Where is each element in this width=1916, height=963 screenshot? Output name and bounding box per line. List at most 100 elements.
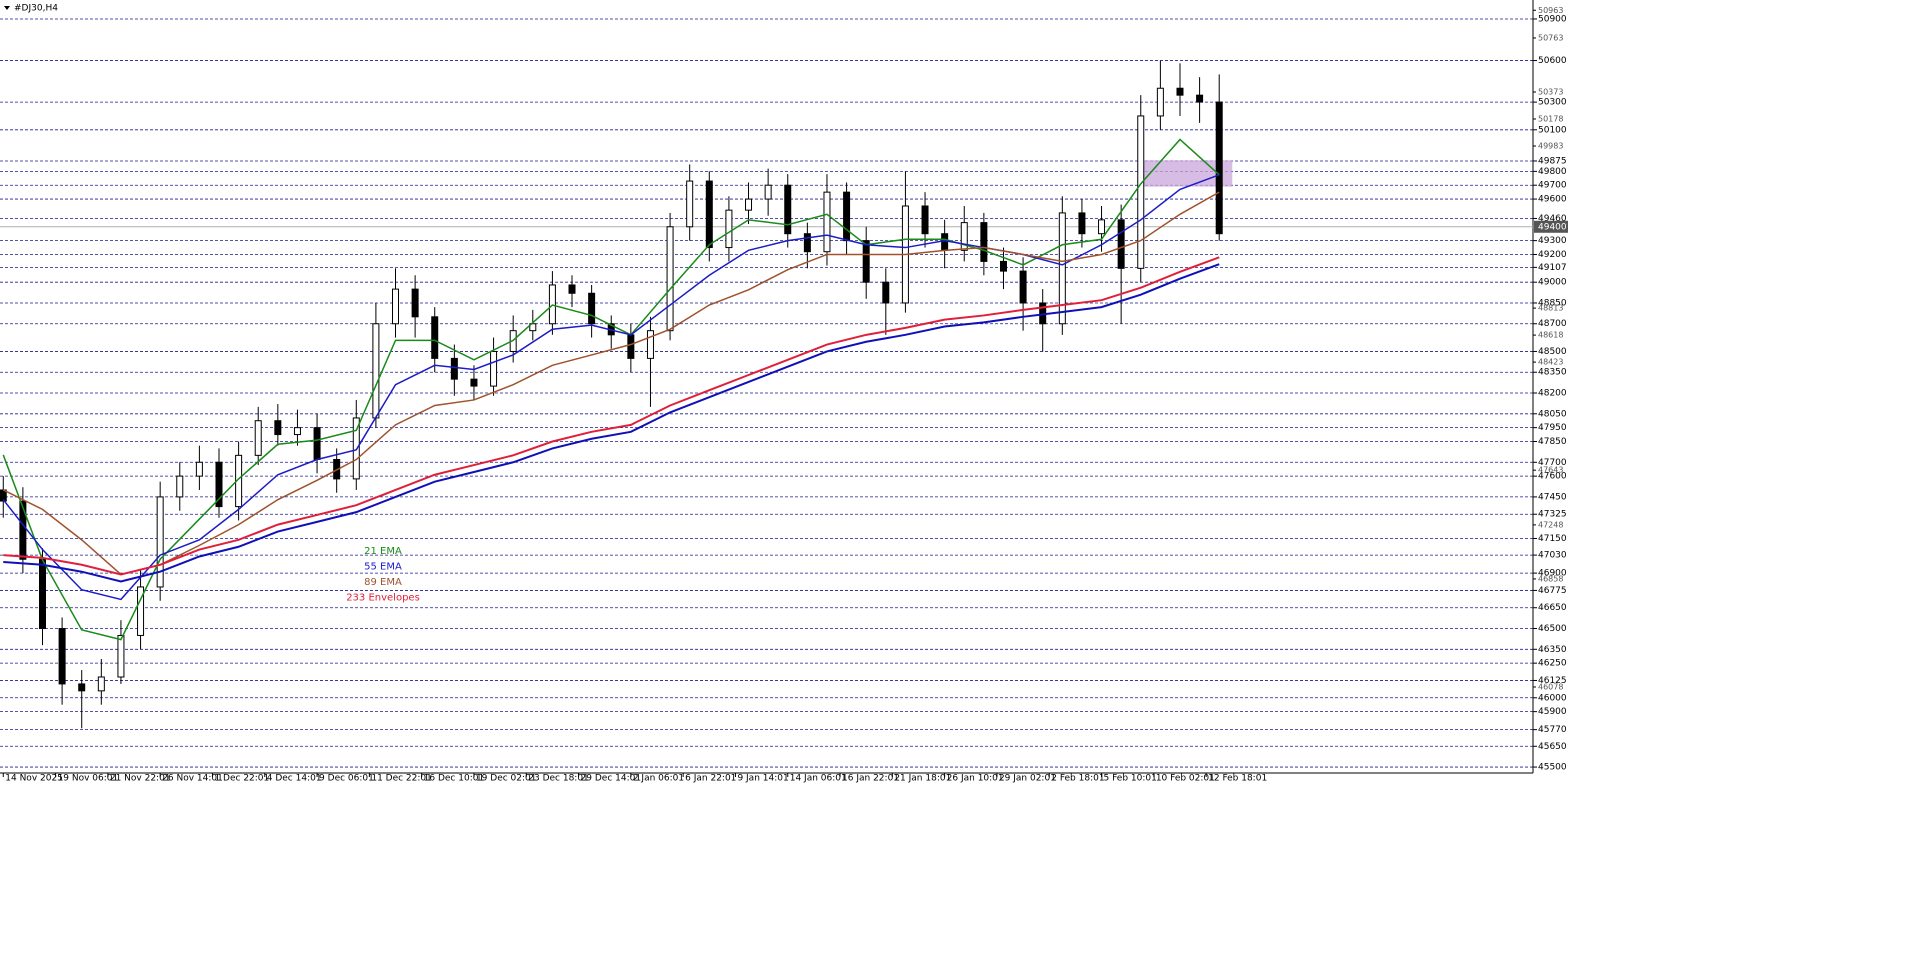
candle-body — [646, 330, 654, 359]
candle-body — [117, 634, 125, 678]
candle-body — [215, 461, 223, 508]
x-tick-label: 16 Dec 10:01 — [424, 774, 485, 784]
candle-body — [1078, 212, 1086, 235]
x-tick-label: 19 Nov 06:01 — [58, 774, 119, 784]
x-tick-label: 1 Dec 22:01 — [214, 774, 269, 784]
y-tick-label: 48500 — [1538, 347, 1567, 357]
candle-body — [293, 427, 301, 436]
candle-body — [784, 184, 792, 235]
x-tick-label: 16 Jan 22:01 — [842, 774, 899, 784]
y-tick-label: 48850 — [1538, 298, 1567, 308]
x-tick-label: 6 Jan 22:01 — [685, 774, 736, 784]
y-tick-label: 46350 — [1538, 645, 1567, 655]
candle-body — [1196, 94, 1204, 103]
x-tick-label: 5 Feb 10:01 — [1104, 774, 1157, 784]
x-tick-label: 9 Dec 06:01 — [319, 774, 374, 784]
y-tick-label: 46125 — [1538, 676, 1567, 686]
candle-body — [588, 292, 596, 325]
candle-body — [725, 209, 733, 249]
y-tick-label: 49875 — [1538, 156, 1567, 166]
y-tick-label: 46000 — [1538, 693, 1567, 703]
candle-body — [392, 288, 400, 325]
y-tick-label: 47030 — [1538, 551, 1567, 561]
y-tick-label: 50100 — [1538, 125, 1567, 135]
candle-body — [97, 676, 105, 692]
minor-y-tick-label: 48618 — [1538, 331, 1563, 340]
minor-y-tick-label: 47643 — [1538, 466, 1563, 475]
y-tick-label: 45900 — [1538, 707, 1567, 717]
y-tick-label: 46500 — [1538, 624, 1567, 634]
candle-body — [137, 586, 145, 636]
x-tick-label: 19 Dec 02:01 — [476, 774, 537, 784]
y-tick-label: 50900 — [1538, 14, 1567, 24]
candle-body — [195, 461, 203, 477]
legend-label: 89 EMA — [364, 577, 402, 588]
x-tick-label: 2 Jan 06:01 — [633, 774, 684, 784]
y-tick-label: 47450 — [1538, 492, 1567, 502]
minor-y-tick-label: 46078 — [1538, 682, 1563, 691]
indicator-line — [3, 256, 1220, 576]
minor-y-tick-label: 48813 — [1538, 304, 1563, 313]
y-tick-label: 48050 — [1538, 409, 1567, 419]
y-tick-label: 46650 — [1538, 603, 1567, 613]
candle-body — [1156, 87, 1164, 117]
y-tick-label: 47700 — [1538, 458, 1567, 468]
candle-body — [803, 233, 811, 253]
x-tick-label: 21 Nov 22:01 — [110, 774, 171, 784]
indicator-line — [2, 191, 1220, 576]
candle-body — [1137, 115, 1145, 269]
x-tick-label: 29 Dec 14:01 — [581, 774, 642, 784]
minor-y-tick-label: 49983 — [1538, 142, 1563, 151]
menu-arrow[interactable] — [4, 6, 10, 10]
y-tick-label: 48700 — [1538, 319, 1567, 329]
candle-body — [490, 350, 498, 387]
last-price-box — [1534, 220, 1568, 233]
y-tick-label: 45770 — [1538, 725, 1567, 735]
candle-body — [19, 500, 27, 560]
candle-body — [274, 420, 282, 436]
y-tick-label: 46900 — [1538, 569, 1567, 579]
y-tick-label: 47950 — [1538, 423, 1567, 433]
candle-body — [78, 683, 86, 692]
candle-body — [1176, 87, 1184, 96]
candle-body — [470, 378, 478, 387]
x-tick-label: 4 Dec 14:01 — [267, 774, 322, 784]
y-tick-label: 47850 — [1538, 437, 1567, 447]
y-tick-label: 49300 — [1538, 236, 1567, 246]
minor-y-tick-label: 50963 — [1538, 6, 1563, 15]
y-tick-label: 49700 — [1538, 181, 1567, 191]
x-tick-label: 26 Nov 14:01 — [162, 774, 223, 784]
candle-body — [156, 496, 164, 588]
x-tick-label: 10 Feb 02:01 — [1156, 774, 1215, 784]
y-tick-label: 45650 — [1538, 742, 1567, 752]
legend-label: 233 Envelopes — [346, 593, 420, 604]
candle-body — [843, 191, 851, 242]
candle-body — [705, 180, 713, 249]
x-tick-label: 23 Dec 18:01 — [528, 774, 589, 784]
x-tick-label: 14 Nov 2025 — [5, 774, 63, 784]
y-tick-label: 47150 — [1538, 534, 1567, 544]
last-price-label: 49400 — [1538, 222, 1567, 232]
candle-body — [313, 427, 321, 461]
candle-body — [980, 222, 988, 262]
candle-body — [431, 316, 439, 359]
candle-body — [529, 323, 537, 332]
candle-body — [568, 284, 576, 294]
y-tick-label: 49200 — [1538, 250, 1567, 260]
y-tick-label: 50300 — [1538, 98, 1567, 108]
candle-body — [745, 198, 753, 211]
candle-body — [862, 240, 870, 283]
candle-body — [999, 260, 1007, 272]
y-tick-label: 49600 — [1538, 195, 1567, 205]
candle-body — [666, 226, 674, 332]
y-tick-label: 47325 — [1538, 510, 1567, 520]
x-tick-label: 11 Dec 22:01 — [371, 774, 432, 784]
legend-label: 55 EMA — [364, 562, 402, 573]
y-tick-label: 49000 — [1538, 278, 1567, 288]
minor-y-tick-label: 50763 — [1538, 33, 1563, 42]
x-tick-label: 26 Jan 10:01 — [947, 774, 1004, 784]
candle-body — [372, 323, 380, 419]
candle-body — [1098, 219, 1106, 235]
